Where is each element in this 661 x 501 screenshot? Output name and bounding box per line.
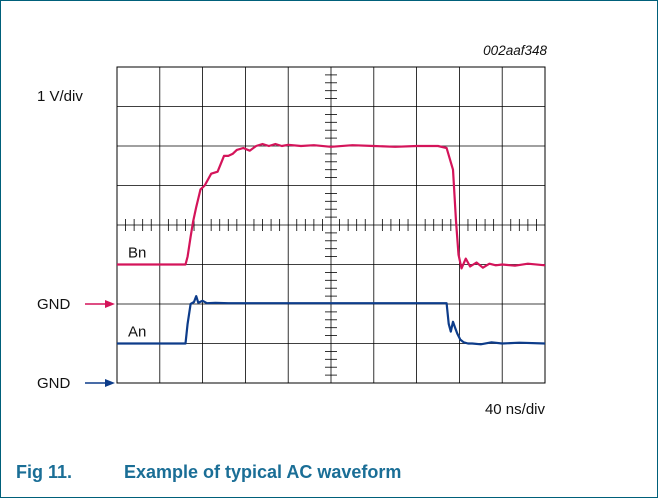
ground-label-an: GND <box>37 375 71 392</box>
figure-number: Fig 11. <box>16 462 73 482</box>
y-scale-label: 1 V/div <box>37 88 83 105</box>
scope-traces <box>117 142 546 346</box>
ground-arrow-icon <box>105 300 115 308</box>
scope-grid <box>116 66 546 384</box>
ground-label-bn: GND <box>37 296 71 313</box>
scope-labels: 1 V/div 40 ns/div Bn GND An GND <box>37 88 545 418</box>
figure-caption-text: Example of typical AC waveform <box>124 462 402 482</box>
series-label-an: An <box>128 324 146 341</box>
oscilloscope-plot: 002aaf348 1 V/div 40 ns/div Bn GND An GND <box>37 43 547 418</box>
figure-reference-code: 002aaf348 <box>483 43 547 58</box>
trace-bn <box>117 142 546 270</box>
x-scale-label: 40 ns/div <box>485 401 546 418</box>
series-label-bn: Bn <box>128 245 146 262</box>
figure-caption: Fig 11. Example of typical AC waveform <box>16 462 401 483</box>
ground-arrow-icon <box>105 379 115 387</box>
trace-an <box>117 295 546 346</box>
